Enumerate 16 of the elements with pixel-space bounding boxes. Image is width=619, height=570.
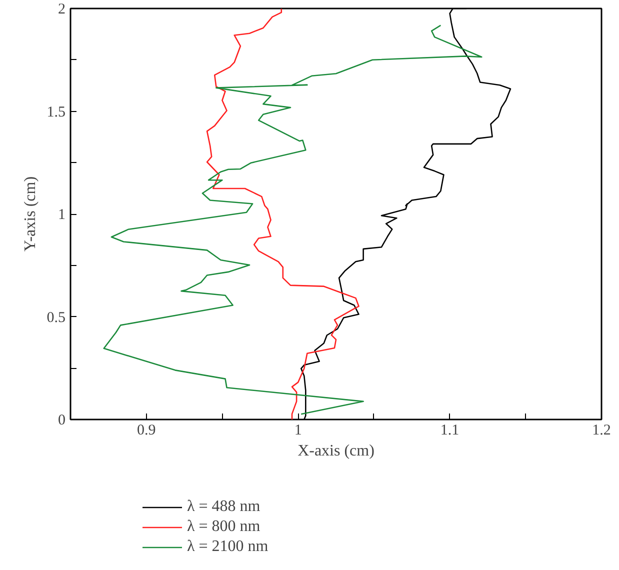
y-tick-label: 1.5 — [46, 104, 66, 120]
line-series — [103, 24, 482, 415]
legend-label: λ = 800 nm — [187, 518, 260, 536]
y-tick-label: 2 — [58, 2, 66, 18]
x-tick-label: 1.2 — [592, 422, 611, 438]
x-tick-label: 0.9 — [136, 422, 156, 438]
y-axis-title: Y-axis (cm) — [22, 176, 39, 252]
y-tick-label: 1 — [58, 207, 66, 223]
line-series — [206, 8, 360, 420]
legend-label: λ = 2100 nm — [187, 538, 268, 556]
x-tick-label: 1 — [294, 422, 302, 438]
y-tick-label: 0.5 — [46, 310, 66, 326]
y-tick-label: 0 — [58, 412, 66, 428]
x-axis-title: X-axis (cm) — [298, 442, 374, 460]
x-tick-label: 1.1 — [440, 422, 460, 438]
legend-label: λ = 488 nm — [187, 498, 260, 516]
